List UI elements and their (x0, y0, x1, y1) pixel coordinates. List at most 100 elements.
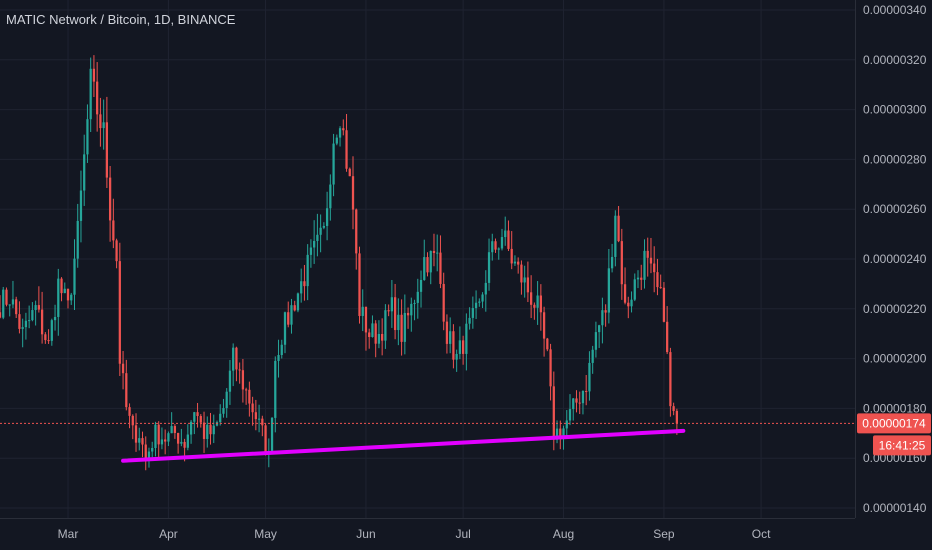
candle-body (232, 347, 235, 371)
candle-body (332, 143, 335, 185)
time-tick-label: Jul (455, 527, 470, 541)
candle-body (381, 333, 384, 341)
candle-body (568, 409, 572, 421)
candle-body (92, 68, 96, 82)
candle-body (555, 428, 559, 440)
candle-body (371, 323, 374, 338)
candle-body (559, 428, 562, 438)
candle-body (461, 340, 465, 354)
candle-body (429, 250, 432, 273)
candle-body (666, 321, 669, 353)
candle-body (235, 347, 238, 370)
candle-body (338, 128, 342, 138)
candle-body (384, 310, 387, 341)
candle-body (270, 417, 274, 452)
time-tick-label: Apr (159, 527, 178, 541)
support-trendline[interactable] (121, 428, 686, 463)
candle-body (151, 448, 154, 452)
candle-body (108, 177, 112, 221)
candle-body (157, 424, 160, 445)
candle-body (445, 321, 449, 344)
candle-body (215, 422, 219, 426)
candle-body (11, 299, 15, 305)
candle-body (494, 241, 497, 250)
candle-body (209, 424, 212, 435)
last-price-label: 0.00000174 (862, 416, 926, 430)
candle-body (355, 209, 358, 254)
candle-body (83, 154, 86, 191)
candle-body (342, 128, 345, 131)
candle-body (465, 323, 468, 354)
candle-body (300, 281, 303, 294)
candle-body (89, 68, 92, 120)
candle-body (478, 301, 481, 303)
candle-body (57, 278, 60, 317)
candle-body (617, 215, 620, 242)
candle-body (458, 340, 462, 354)
candle-body (128, 407, 131, 416)
candle-body (675, 410, 679, 424)
candle-body (565, 420, 568, 429)
candle-body (623, 284, 627, 303)
candle-body (546, 338, 549, 350)
candle-body (183, 441, 186, 448)
candle-body (659, 287, 662, 289)
last-price-tag: 0.00000174 16:41:25 (857, 413, 931, 456)
candle-body (309, 247, 313, 255)
candle-body (86, 119, 89, 155)
candle-body (245, 389, 248, 391)
candle-body (610, 256, 614, 269)
candle-body (649, 257, 653, 264)
candle-body (643, 250, 646, 280)
candle-body (238, 369, 241, 371)
candle-body (423, 257, 426, 280)
candle-body (225, 391, 228, 409)
candle-body (173, 426, 177, 434)
candle-body (487, 252, 491, 283)
candle-body (607, 268, 610, 313)
time-axis[interactable]: Mar Apr May Jun Jul Aug Sep Oct (58, 527, 771, 541)
candle-body (436, 252, 439, 254)
last-price-tag-bg (857, 413, 931, 434)
candle-body (180, 441, 183, 444)
countdown-label: 16:41:25 (879, 438, 926, 452)
candle-body (228, 370, 232, 392)
candle-body (578, 402, 581, 404)
candle-body (202, 422, 206, 439)
candle-body (290, 305, 293, 325)
candle-body (526, 277, 530, 293)
candle-body (539, 295, 542, 313)
candle-body (303, 281, 306, 287)
candle-body (40, 309, 44, 335)
candle-body (481, 294, 484, 302)
candle-body (189, 421, 193, 435)
candle-body (452, 331, 455, 360)
candle-body (442, 283, 445, 322)
candle-body (572, 398, 575, 410)
candle-body (319, 227, 322, 235)
candle-body (662, 287, 666, 322)
candle-body (653, 263, 656, 273)
candle-body (627, 302, 630, 307)
candle-body (500, 237, 504, 249)
candle-body (261, 418, 264, 426)
candle-body (358, 253, 361, 316)
price-tick-label: 0.00000260 (863, 202, 927, 216)
time-tick-label: Sep (653, 527, 675, 541)
candle-body (102, 122, 105, 129)
price-tick-label: 0.00000200 (863, 352, 927, 366)
candle-body (523, 277, 526, 283)
candle-body (264, 425, 267, 454)
price-tick-label: 0.00000180 (863, 401, 927, 415)
candle-body (70, 294, 73, 301)
candle-body (222, 408, 225, 414)
time-tick-label: Jun (356, 527, 375, 541)
candle-body (118, 261, 121, 364)
price-axis[interactable]: 0.000001400.000001600.000001800.00000200… (863, 3, 927, 515)
candle-body (364, 306, 368, 333)
candle-body (413, 302, 416, 304)
candle-body (513, 261, 517, 264)
candle-body (325, 208, 329, 226)
time-tick-label: Aug (553, 527, 574, 541)
